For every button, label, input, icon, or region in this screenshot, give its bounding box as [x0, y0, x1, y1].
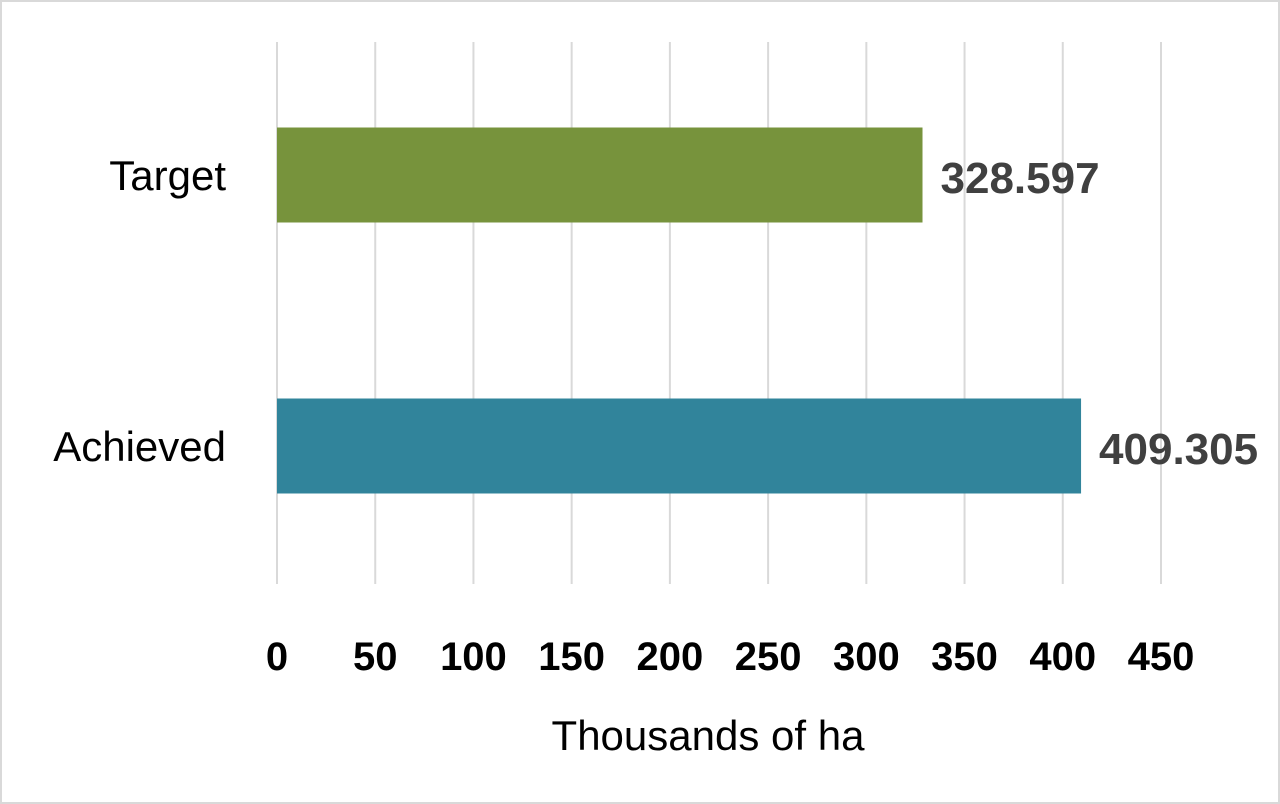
- category-label: Target: [109, 152, 226, 199]
- x-tick-label: 0: [266, 635, 288, 679]
- x-tick-label: 300: [833, 635, 900, 679]
- x-tick-label: 100: [440, 635, 507, 679]
- x-tick-label: 50: [353, 635, 398, 679]
- x-tick-label: 150: [538, 635, 605, 679]
- bar-achieved: [277, 398, 1082, 494]
- data-labels: 328.597 409.305: [941, 154, 1259, 474]
- bars: [277, 127, 1082, 494]
- x-tick-label: 350: [931, 635, 998, 679]
- bar-target: [277, 127, 923, 223]
- data-label: 328.597: [941, 154, 1100, 203]
- category-label: Achieved: [53, 423, 226, 470]
- category-labels: Target Achieved: [53, 152, 226, 470]
- gridlines: [276, 42, 1162, 584]
- x-tick-label: 200: [637, 635, 704, 679]
- x-tick-label: 400: [1029, 635, 1096, 679]
- x-tick-label: 250: [735, 635, 802, 679]
- x-tick-labels: 0 50 100 150 200 250 300 350 400 450: [266, 635, 1195, 679]
- x-tick-label: 450: [1128, 635, 1195, 679]
- data-label: 409.305: [1099, 425, 1258, 474]
- x-axis-title: Thousands of ha: [552, 712, 866, 759]
